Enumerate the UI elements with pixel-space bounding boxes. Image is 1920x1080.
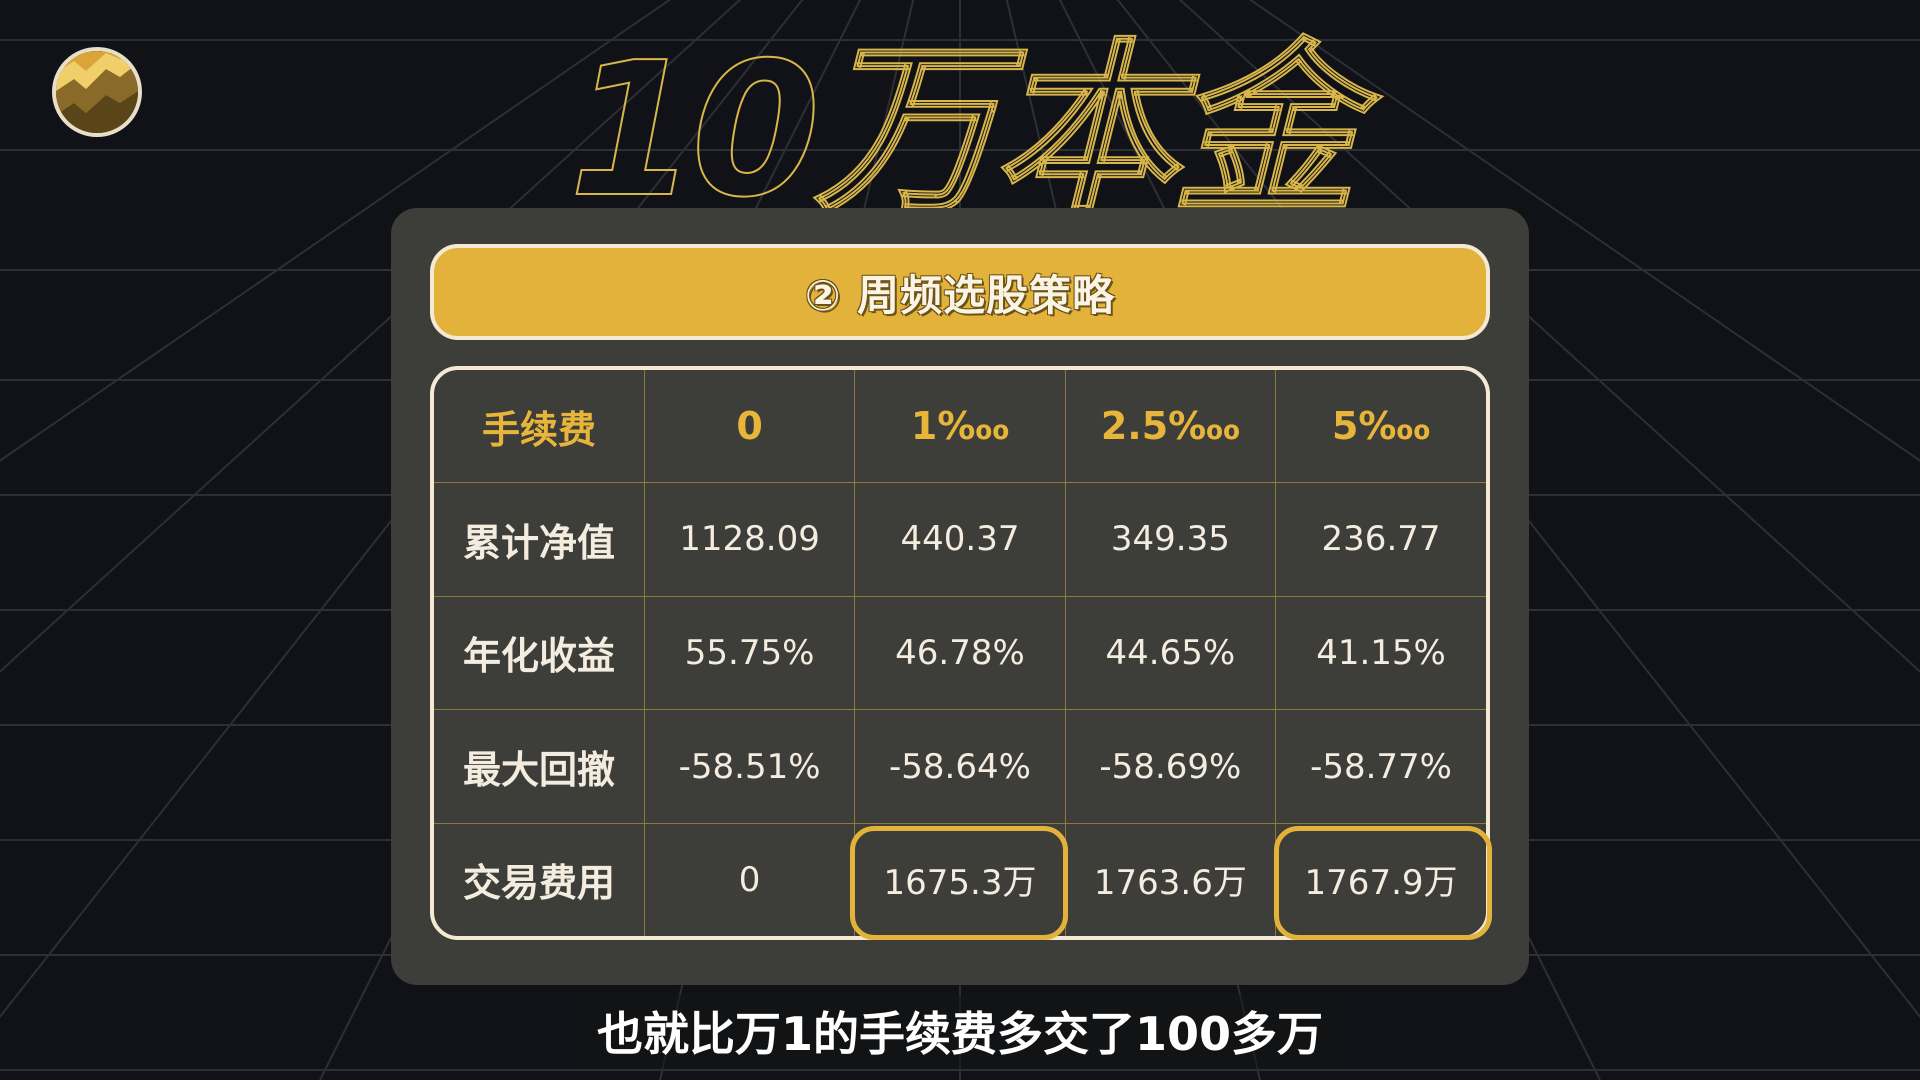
table-row: 年化收益 55.75% 46.78% 44.65% 41.15% xyxy=(434,595,1486,711)
table-cell: 440.37 xyxy=(854,482,1066,597)
table-cell: -58.64% xyxy=(854,709,1066,824)
row-label: 累计净值 xyxy=(434,482,645,597)
table-cell: 44.65% xyxy=(1064,595,1277,711)
header-cell: 1‱ xyxy=(854,370,1066,484)
header-cell: 手续费 xyxy=(434,370,645,484)
table-row: 最大回撤 -58.51% -58.64% -58.69% -58.77% xyxy=(434,709,1486,824)
table-header-row: 手续费 0 1‱ 2.5‱ 5‱ xyxy=(434,370,1486,484)
logo-icon xyxy=(56,51,138,133)
table-cell: 46.78% xyxy=(854,595,1066,711)
table-cell: -58.69% xyxy=(1064,709,1277,824)
table-cell: -58.77% xyxy=(1275,709,1486,824)
highlight-box-5-fee xyxy=(1274,826,1492,940)
table-cell: 41.15% xyxy=(1275,595,1486,711)
header-cell: 2.5‱ xyxy=(1064,370,1277,484)
header-cell: 5‱ xyxy=(1275,370,1486,484)
table-cell: 1128.09 xyxy=(643,482,856,597)
table-cell: 0 xyxy=(643,822,856,936)
table-cell: 1675.3万 xyxy=(854,822,1066,936)
header-cell: 0 xyxy=(643,370,856,484)
page-title: 10万本金 xyxy=(568,22,1358,238)
strategy-banner: ② 周频选股策略 xyxy=(430,244,1490,340)
row-label: 年化收益 xyxy=(434,595,645,711)
table-cell: 349.35 xyxy=(1064,482,1277,597)
row-label: 最大回撤 xyxy=(434,709,645,824)
table-cell: 236.77 xyxy=(1275,482,1486,597)
strategy-banner-text: ② 周频选股策略 xyxy=(804,270,1116,320)
table-row: 累计净值 1128.09 440.37 349.35 236.77 xyxy=(434,482,1486,597)
table-row: 交易费用 0 1675.3万 1763.6万 1767.9万 xyxy=(434,822,1486,936)
fee-comparison-table: 手续费 0 1‱ 2.5‱ 5‱ 累计净值 1128.09 440.37 349… xyxy=(430,366,1490,940)
table-cell: -58.51% xyxy=(643,709,856,824)
row-label: 交易费用 xyxy=(434,822,645,936)
table-cell: 1763.6万 xyxy=(1064,822,1277,936)
subtitle-caption: 也就比万1的手续费多交了100多万 xyxy=(596,1007,1324,1061)
highlight-box-1-fee xyxy=(850,826,1068,940)
table-cell: 1767.9万 xyxy=(1275,822,1486,936)
subtitle-background xyxy=(579,995,1341,1069)
channel-logo xyxy=(52,47,142,137)
table-cell: 55.75% xyxy=(643,595,856,711)
